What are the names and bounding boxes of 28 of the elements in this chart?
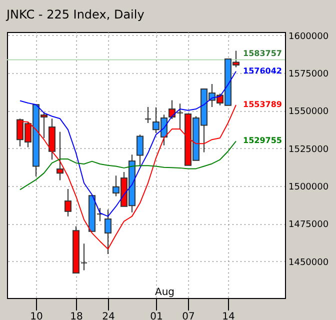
x-tick-label: 01 [150,312,163,320]
candlestick [104,209,112,254]
line-series [20,140,236,190]
y-tick-label: 1600000 [288,32,329,42]
data-label: 1529755 [243,136,282,146]
candlestick [136,134,144,167]
x-tick-label: 07 [182,312,195,320]
x-tick-label: 18 [70,312,83,320]
candlestick [168,100,176,120]
chart-title: JNKC - 225 Index, Daily [6,7,144,22]
y-tick-label: 1525000 [288,144,329,155]
data-label: 1553789 [243,100,282,109]
x-tick-label: 24 [102,312,115,320]
y-tick-label: 1550000 [288,107,329,118]
candlestick [176,103,184,130]
y-tick-label: 1450000 [288,258,329,268]
candlestick [144,106,152,124]
y-tick-label: 1475000 [288,220,329,230]
candlestick [64,188,72,217]
y-tick-label: 1575000 [288,69,329,80]
x-tick-label: 10 [30,312,43,320]
candlestick [56,131,64,181]
line-series [20,70,236,217]
annotation: Aug [155,287,175,298]
y-tick-label: 1500000 [288,182,329,193]
x-tick-label: 14 [222,312,235,320]
ref-line-label: 1583757 [243,48,282,58]
data-label: 1576042 [243,66,282,76]
